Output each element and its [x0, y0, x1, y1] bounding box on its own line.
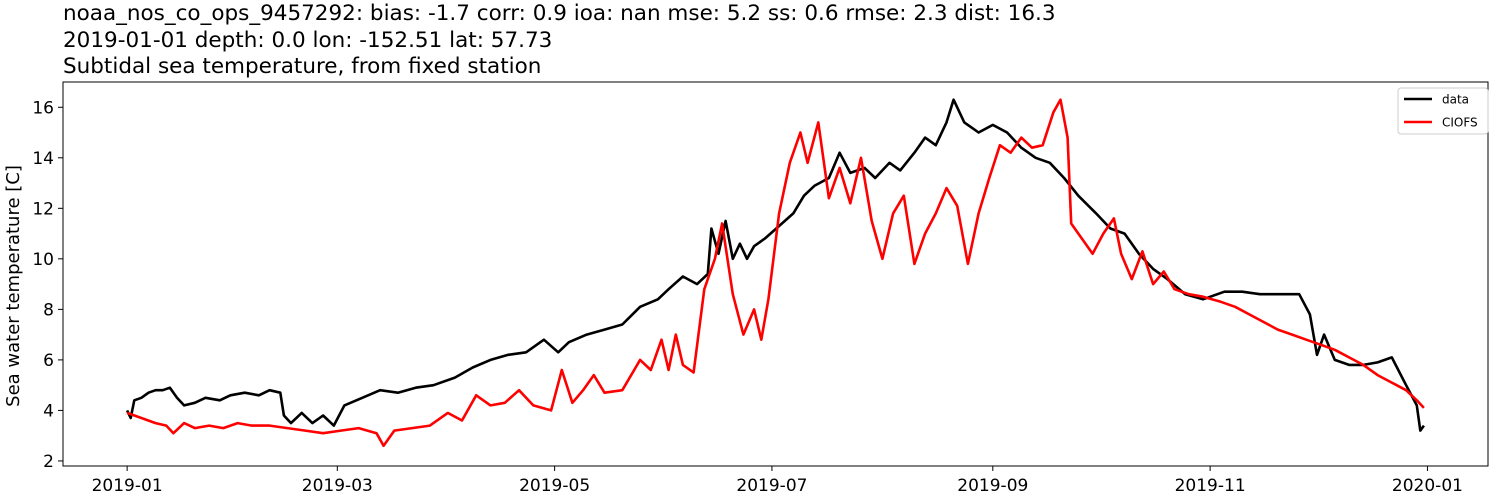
x-tick-label: 2019-09 — [957, 476, 1028, 496]
y-tick-label: 8 — [43, 300, 54, 320]
y-axis-label: Sea water temperature [C] — [3, 165, 24, 407]
title-line-description: Subtidal sea temperature, from fixed sta… — [63, 54, 542, 79]
plot-frame — [62, 81, 1489, 467]
x-tick-label: 2019-07 — [736, 476, 807, 496]
y-tick-label: 10 — [32, 250, 54, 270]
title-line-location: 2019-01-01 depth: 0.0 lon: -152.51 lat: … — [63, 27, 553, 53]
series-line-data — [125, 98, 1425, 432]
y-tick-label: 6 — [43, 351, 54, 371]
x-tick-label: 2019-01 — [92, 476, 163, 496]
y-tick-label: 12 — [32, 199, 54, 219]
legend-label-data: data — [1442, 93, 1469, 107]
x-tick-label: 2020-01 — [1392, 476, 1463, 496]
x-tick-label: 2019-03 — [302, 476, 373, 496]
y-tick-label: 14 — [32, 149, 54, 169]
legend-label-ciofs: CIOFS — [1442, 116, 1478, 130]
y-tick-label: 4 — [43, 401, 54, 421]
y-tick-label: 2 — [43, 452, 54, 472]
series-line-ciofs — [126, 98, 1425, 448]
axes: 2019-01 2019-03 2019-05 2019-07 2019-09 2019-… — [32, 81, 1489, 496]
y-tick-label: 16 — [32, 98, 54, 118]
x-tick-label: 2019-05 — [519, 476, 590, 496]
chart-title: noaa_nos_co_ops_9457292: bias: -1.7 corr… — [63, 1, 1056, 81]
series-layer — [125, 98, 1425, 448]
x-tick-label: 2019-11 — [1175, 476, 1246, 496]
title-line-stats: noaa_nos_co_ops_9457292: bias: -1.7 corr… — [63, 1, 1056, 26]
legend: data CIOFS — [1397, 87, 1489, 135]
